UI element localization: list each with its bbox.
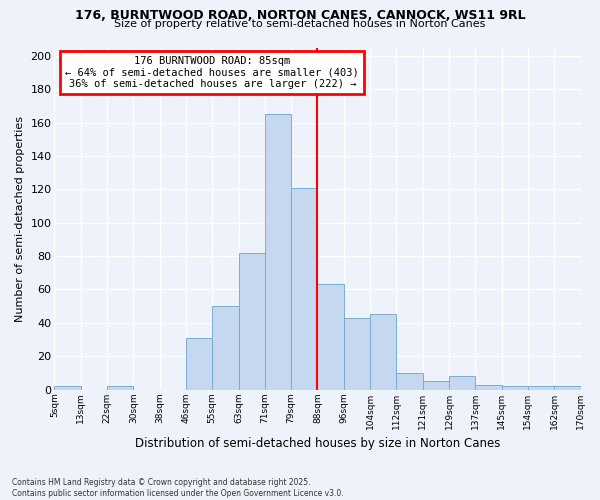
Bar: [397, 373, 422, 390]
Bar: [554, 386, 581, 390]
Text: Contains HM Land Registry data © Crown copyright and database right 2025.
Contai: Contains HM Land Registry data © Crown c…: [12, 478, 344, 498]
Bar: [370, 314, 397, 390]
Bar: [107, 386, 133, 390]
Bar: [449, 376, 475, 390]
Bar: [528, 386, 554, 390]
Bar: [344, 318, 370, 390]
Bar: [422, 381, 449, 390]
Bar: [502, 386, 528, 390]
Text: 176 BURNTWOOD ROAD: 85sqm
← 64% of semi-detached houses are smaller (403)
36% of: 176 BURNTWOOD ROAD: 85sqm ← 64% of semi-…: [65, 56, 359, 89]
Bar: [55, 386, 81, 390]
Bar: [475, 384, 502, 390]
Bar: [317, 284, 344, 390]
Text: Size of property relative to semi-detached houses in Norton Canes: Size of property relative to semi-detach…: [115, 19, 485, 29]
Bar: [186, 338, 212, 390]
Y-axis label: Number of semi-detached properties: Number of semi-detached properties: [15, 116, 25, 322]
Bar: [265, 114, 291, 390]
Bar: [239, 252, 265, 390]
Bar: [212, 306, 239, 390]
Bar: [291, 188, 317, 390]
Text: 176, BURNTWOOD ROAD, NORTON CANES, CANNOCK, WS11 9RL: 176, BURNTWOOD ROAD, NORTON CANES, CANNO…: [74, 9, 526, 22]
X-axis label: Distribution of semi-detached houses by size in Norton Canes: Distribution of semi-detached houses by …: [135, 437, 500, 450]
